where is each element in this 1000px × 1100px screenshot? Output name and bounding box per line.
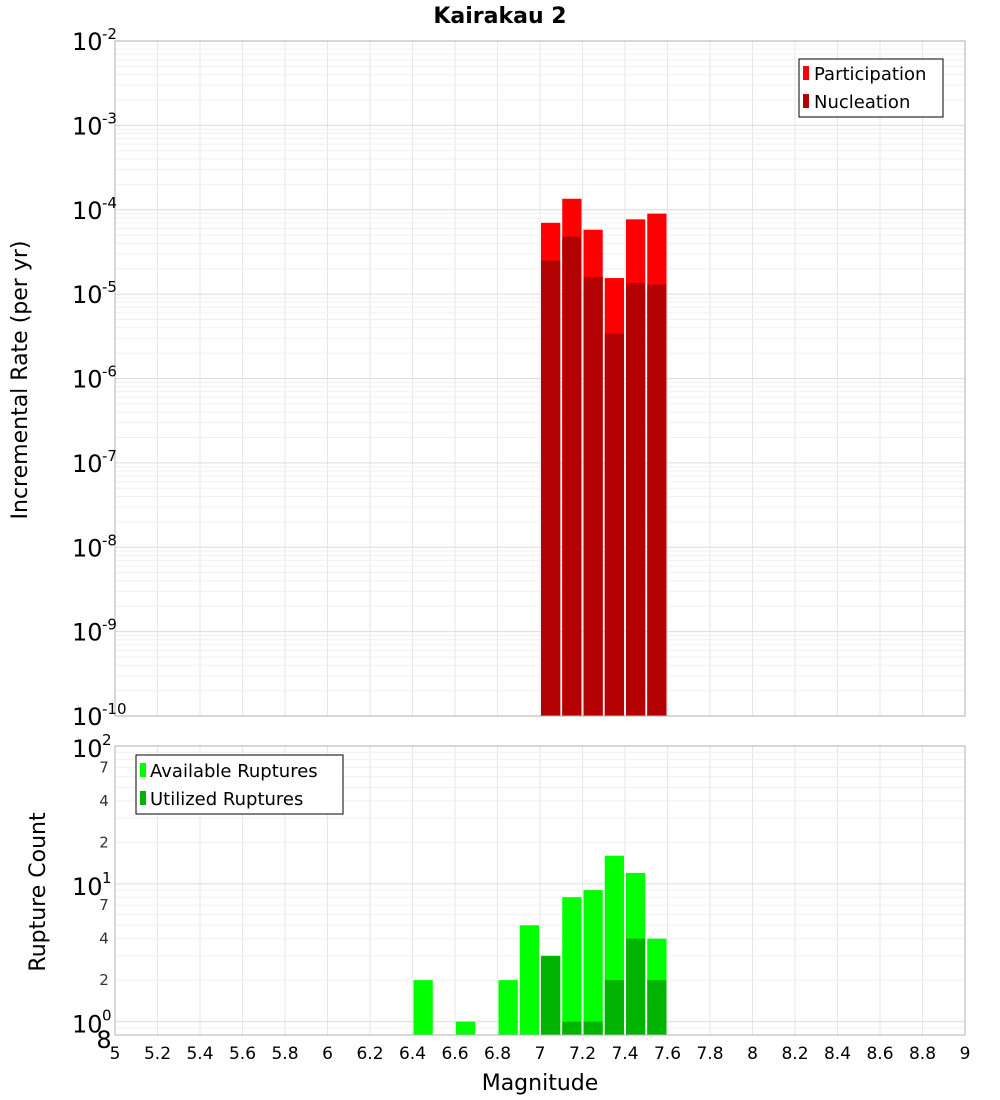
nucleation-legend-label: Nucleation (814, 92, 910, 113)
utilized-ruptures-legend-swatch (140, 791, 146, 805)
count-y-axis-label: Rupture Count (26, 812, 51, 972)
magnitude-x-tick-label: 7.2 (569, 1044, 596, 1064)
rate-y-tick-exponent: -2 (102, 25, 117, 43)
rate-y-tick-label: 10 (72, 28, 103, 56)
magnitude-x-tick-label: 5.4 (186, 1044, 213, 1064)
rate-y-tick-exponent: -3 (102, 109, 117, 127)
magnitude-x-tick-label: 6.4 (399, 1044, 426, 1064)
nucleation-bar (604, 333, 624, 716)
rate-y-tick-label: 10 (72, 534, 103, 562)
magnitude-x-tick-label: 6.2 (356, 1044, 383, 1064)
utilized-ruptures-legend-label: Utilized Ruptures (150, 789, 303, 810)
rate-legend: Participation Nucleation (798, 58, 944, 118)
rate-y-tick-label: 10 (72, 703, 103, 731)
rate-y-tick-label: 10 (72, 619, 103, 647)
nucleation-bar (626, 283, 646, 716)
count-legend: Available Ruptures Utilized Ruptures (135, 754, 344, 815)
utilized-ruptures-bar (626, 938, 646, 1035)
count-legend-box (135, 754, 344, 815)
magnitude-x-tick-label: 8.2 (781, 1044, 808, 1064)
rate-y-tick-label: 10 (72, 450, 103, 478)
chart-title: Kairakau 2 (433, 4, 566, 29)
count-y-minor-label: 4 (99, 930, 109, 948)
magnitude-x-tick-label: 8.8 (909, 1044, 936, 1064)
count-y-minor-label: 2 (99, 971, 109, 989)
rate-legend-box (798, 58, 944, 118)
available-ruptures-legend-swatch (140, 763, 146, 777)
magnitude-x-tick-label: 8.4 (824, 1044, 851, 1064)
rate-y-tick-label: 10 (72, 197, 103, 225)
rate-y-tick-exponent: -5 (102, 278, 117, 296)
available-ruptures-bar (413, 980, 433, 1035)
rate-y-tick-exponent: -10 (102, 700, 127, 718)
count-y-minor-label: 4 (99, 792, 109, 810)
participation-legend-swatch (803, 66, 809, 80)
utilized-ruptures-bar (647, 980, 667, 1035)
count-y-tick-exponent: 0 (102, 1007, 112, 1025)
participation-legend-label: Participation (814, 64, 926, 85)
magnitude-x-tick-label: 5.2 (144, 1044, 171, 1064)
magnitude-x-tick-label: 6 (322, 1044, 333, 1064)
magnitude-x-tick-label: 8 (747, 1044, 758, 1064)
count-y-tick-exponent: 1 (102, 869, 112, 887)
count-plot-border (114, 745, 966, 1036)
magnitude-x-tick-label: 5.6 (229, 1044, 256, 1064)
utilized-ruptures-bar (604, 980, 624, 1035)
count-y-tick-label: 10 (72, 735, 103, 763)
magnitude-x-tick-label: 5.8 (271, 1044, 298, 1064)
available-ruptures-bar (519, 925, 539, 1035)
count-y-minor-label: 2 (99, 833, 109, 851)
magnitude-x-tick-label: 7.4 (611, 1044, 638, 1064)
count-y-minor-label: 8 (96, 1026, 111, 1054)
magnitude-x-tick-label: 5 (110, 1044, 121, 1064)
available-ruptures-legend-label: Available Ruptures (150, 761, 318, 782)
rate-y-tick-exponent: -6 (102, 363, 117, 381)
nucleation-legend-swatch (803, 94, 809, 108)
rate-y-tick-exponent: -7 (102, 447, 117, 465)
magnitude-x-tick-label: 9 (960, 1044, 971, 1064)
magnitude-x-tick-label: 8.6 (866, 1044, 893, 1064)
count-y-minor-label: 7 (99, 758, 109, 776)
rate-y-tick-label: 10 (72, 112, 103, 140)
rate-y-tick-exponent: -4 (102, 194, 117, 212)
magnitude-x-tick-label: 7.8 (696, 1044, 723, 1064)
magnitude-x-tick-label: 6.6 (441, 1044, 468, 1064)
utilized-ruptures-bar (583, 1021, 603, 1035)
magnitude-x-tick-label: 7.6 (654, 1044, 681, 1064)
count-y-tick-label: 10 (72, 873, 103, 901)
available-ruptures-bar (498, 980, 518, 1035)
available-ruptures-bar (562, 897, 582, 1035)
nucleation-bar (583, 276, 603, 716)
available-ruptures-bar (456, 1021, 476, 1035)
rate-y-tick-label: 10 (72, 281, 103, 309)
count-y-tick-label: 10 (72, 1011, 103, 1039)
available-ruptures-bar (583, 890, 603, 1035)
magnitude-x-axis-label: Magnitude (482, 1071, 599, 1096)
nucleation-bar (647, 284, 667, 716)
count-y-tick-exponent: 2 (102, 731, 112, 749)
utilized-ruptures-bar (562, 1021, 582, 1035)
count-y-minor-label: 7 (99, 896, 109, 914)
rate-y-tick-label: 10 (72, 366, 103, 394)
rate-y-axis-label: Incremental Rate (per yr) (8, 241, 33, 520)
utilized-ruptures-bar (541, 955, 561, 1035)
magnitude-x-tick-label: 6.8 (484, 1044, 511, 1064)
magnitude-x-tick-label: 7 (535, 1044, 546, 1064)
rate-y-tick-exponent: -9 (102, 616, 117, 634)
rate-plot-border (114, 40, 966, 717)
nucleation-bar (541, 260, 561, 716)
nucleation-bar (562, 236, 582, 716)
rate-y-tick-exponent: -8 (102, 531, 117, 549)
